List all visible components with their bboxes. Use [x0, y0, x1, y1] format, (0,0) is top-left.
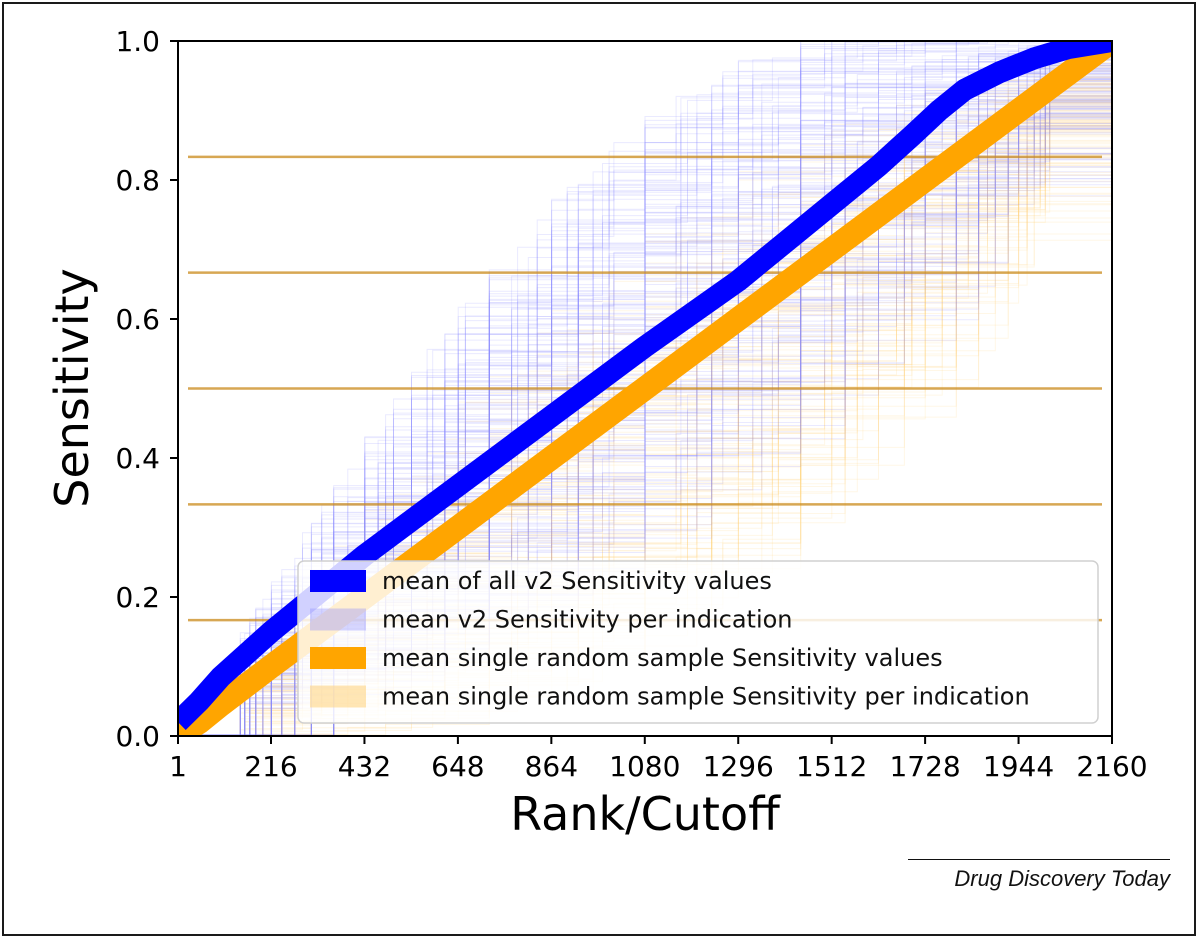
- mean-lines: [178, 41, 1112, 736]
- blue-indication-trace: [178, 41, 1112, 736]
- legend-swatch: [310, 647, 366, 669]
- legend-swatch: [310, 608, 366, 631]
- blue-indication-trace: [178, 41, 1112, 736]
- credit-rule: [908, 859, 1170, 860]
- journal-credit: Drug Discovery Today: [954, 866, 1170, 891]
- y-axis: 0.0 0.2 0.4 0.6 0.8 1.0: [115, 25, 178, 753]
- x-tick-label: 864: [525, 750, 578, 783]
- orange-mean-line: [178, 41, 1112, 736]
- legend-label: mean single random sample Sensitivity pe…: [382, 683, 1030, 711]
- x-axis: 1 216 432 648 864 1080 1296 1512 1728 1944 2160: [169, 736, 1148, 783]
- x-tick-label: 1728: [889, 750, 960, 783]
- legend-label: mean single random sample Sensitivity va…: [382, 644, 943, 672]
- blue-indication-trace: [178, 41, 1112, 736]
- blue-indication-trace: [178, 41, 1112, 736]
- blue-indication-trace: [178, 41, 1112, 736]
- blue-indication-trace: [178, 41, 1112, 736]
- orange-indication-trace: [178, 41, 1112, 736]
- y-axis-label: Sensitivity: [45, 268, 99, 507]
- x-tick-label: 2160: [1076, 750, 1147, 783]
- orange-indication-trace: [178, 41, 1112, 736]
- x-tick-label: 1: [169, 750, 187, 783]
- legend-label: mean v2 Sensitivity per indication: [382, 606, 793, 634]
- x-tick-label: 216: [244, 750, 297, 783]
- legend-swatch: [310, 570, 366, 592]
- y-tick-label: 0.2: [115, 581, 160, 614]
- orange-indication-trace: [178, 41, 1112, 736]
- orange-indication-trace: [178, 41, 1112, 736]
- legend-box: [297, 560, 1099, 724]
- y-tick-label: 1.0: [115, 25, 160, 58]
- blue-indication-trace: [178, 41, 1112, 736]
- x-tick-label: 1512: [796, 750, 867, 783]
- y-tick-label: 0.4: [115, 442, 160, 475]
- x-tick-label: 648: [431, 750, 484, 783]
- x-axis-label: Rank/Cutoff: [510, 787, 781, 841]
- legend: mean of all v2 Sensitivity values mean v2…: [297, 560, 1099, 724]
- blue-indication-trace: [178, 41, 1112, 736]
- y-tick-label: 0.0: [115, 720, 160, 753]
- blue-indication-trace: [178, 41, 1112, 736]
- blue-indication-trace: [178, 41, 1112, 736]
- orange-indication-trace: [178, 41, 1112, 736]
- x-tick-label: 1080: [609, 750, 680, 783]
- y-tick-label: 0.6: [115, 303, 160, 336]
- blue-indication-trace: [178, 41, 1112, 736]
- blue-mean-line: [178, 41, 1112, 730]
- orange-indication-trace: [178, 41, 1112, 736]
- x-tick-label: 432: [338, 750, 391, 783]
- blue-indication-trace: [178, 41, 1112, 736]
- legend-swatch: [310, 685, 366, 708]
- legend-label: mean of all v2 Sensitivity values: [382, 567, 772, 595]
- y-tick-label: 0.8: [115, 164, 160, 197]
- blue-indication-trace: [178, 41, 1112, 736]
- x-tick-label: 1296: [703, 750, 774, 783]
- x-tick-label: 1944: [983, 750, 1054, 783]
